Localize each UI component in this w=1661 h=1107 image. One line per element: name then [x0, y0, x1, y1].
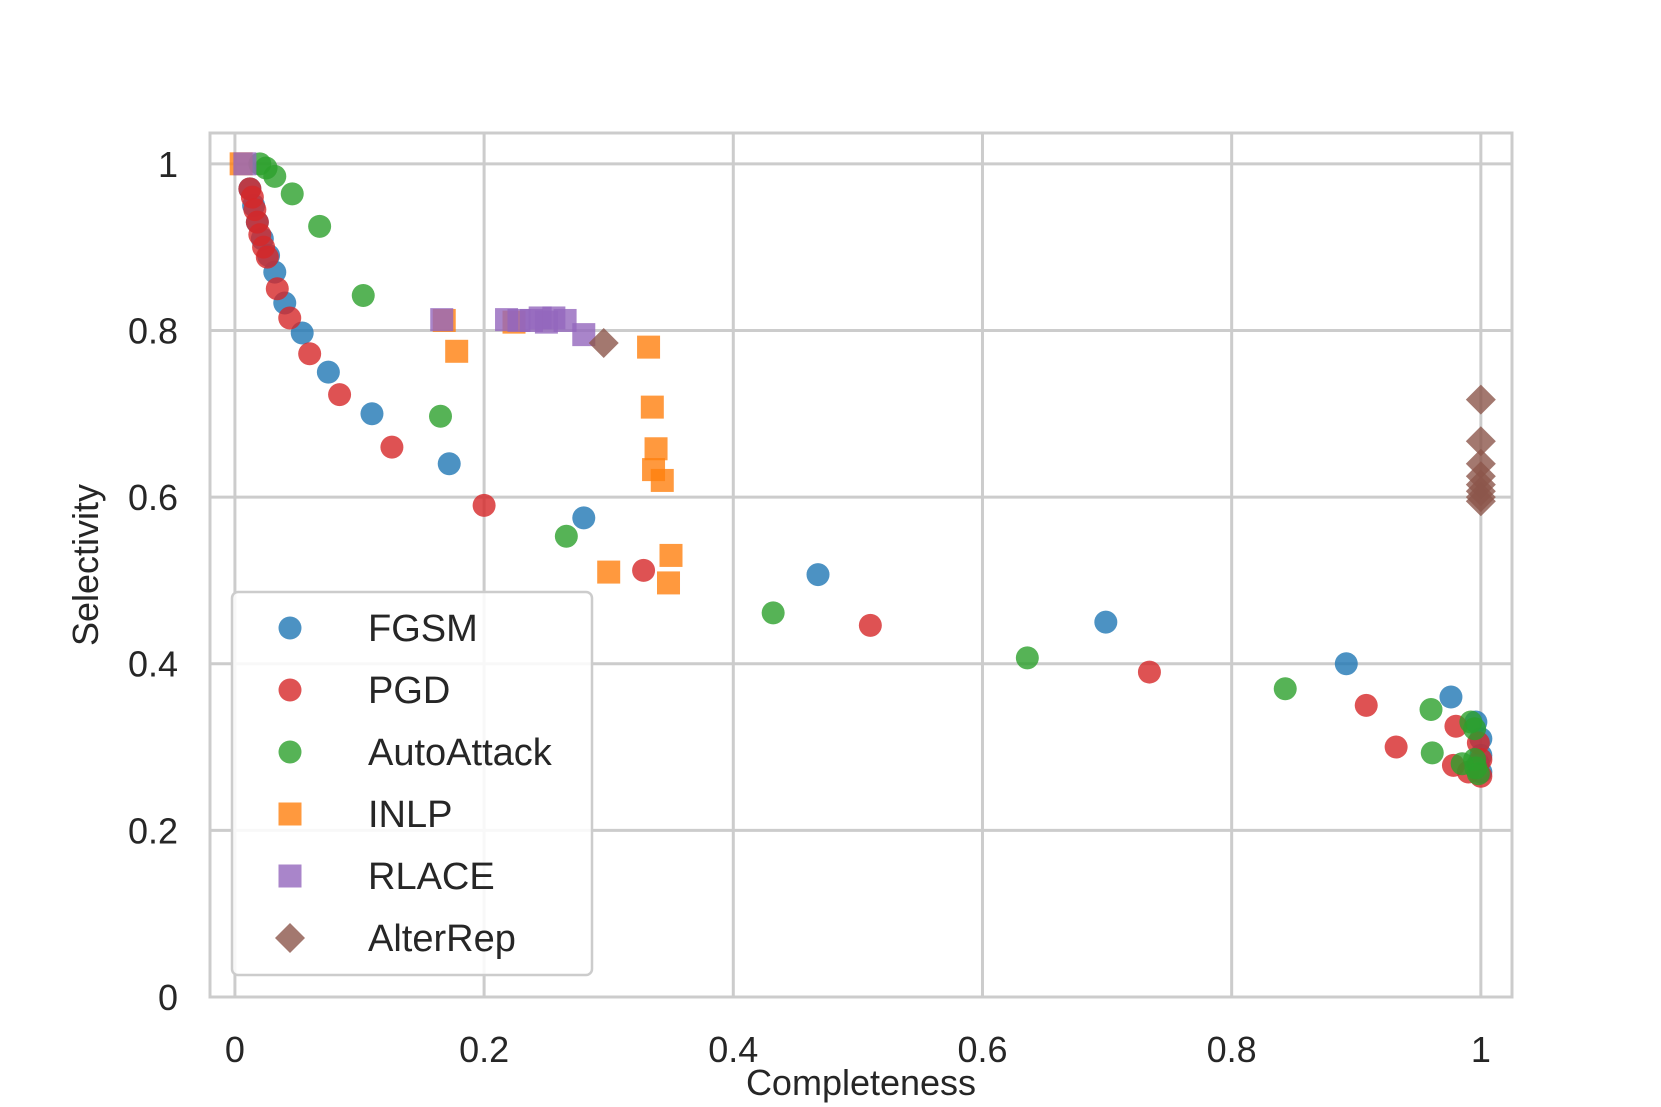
legend-item-rlace: RLACE	[278, 856, 495, 898]
point-autoattack	[351, 283, 375, 307]
point-inlp	[640, 395, 664, 419]
legend-marker-fgsm	[278, 616, 302, 640]
legend-item-fgsm: FGSM	[278, 608, 478, 650]
point-pgd	[278, 306, 302, 330]
point-pgd	[1354, 693, 1378, 717]
point-inlp	[659, 543, 683, 567]
point-alterrep	[1465, 486, 1496, 517]
legend-label: PGD	[368, 670, 450, 712]
point-autoattack	[1015, 646, 1039, 670]
point-autoattack	[1419, 698, 1443, 722]
point-rlace	[553, 308, 577, 332]
point-fgsm	[360, 402, 384, 426]
point-inlp	[657, 571, 681, 595]
point-pgd	[858, 613, 882, 637]
legend-marker-inlp	[278, 802, 302, 826]
legend-marker-autoattack	[278, 740, 302, 764]
legend-label: FGSM	[368, 608, 478, 650]
legend-item-alterrep: AlterRep	[275, 918, 516, 960]
point-autoattack	[761, 601, 785, 625]
y-tick-label: 0.6	[128, 477, 178, 518]
legend-item-pgd: PGD	[278, 670, 450, 712]
point-pgd	[265, 277, 289, 301]
point-fgsm	[316, 360, 340, 384]
legend: FGSM PGD AutoAttack INLP RLACE AlterRep	[230, 590, 594, 977]
x-tick-label: 1	[1471, 1029, 1491, 1070]
legend-item-autoattack: AutoAttack	[278, 732, 553, 774]
point-fgsm	[572, 506, 596, 530]
legend-label: INLP	[368, 794, 452, 836]
legend-label: AutoAttack	[368, 732, 553, 774]
y-tick-label: 0	[158, 977, 178, 1018]
point-pgd	[632, 558, 656, 582]
series-rlace	[233, 152, 596, 347]
series-autoattack	[248, 152, 1490, 786]
point-fgsm	[437, 452, 461, 476]
point-inlp	[597, 560, 621, 584]
point-inlp	[644, 437, 668, 461]
legend-marker-rlace	[278, 864, 302, 888]
point-fgsm	[1334, 652, 1358, 676]
point-autoattack	[1463, 717, 1487, 741]
point-pgd	[1137, 660, 1161, 684]
y-axis-label: Selectivity	[65, 484, 106, 646]
point-autoattack	[1273, 677, 1297, 701]
point-alterrep	[588, 327, 619, 358]
point-pgd	[298, 342, 322, 366]
y-tick-label: 1	[158, 144, 178, 185]
point-autoattack	[1420, 741, 1444, 765]
x-tick-label: 0	[225, 1029, 245, 1070]
point-alterrep	[1465, 426, 1496, 457]
point-autoattack	[554, 524, 578, 548]
legend-box	[230, 590, 594, 977]
point-rlace	[233, 152, 257, 176]
x-tick-label: 0.2	[459, 1029, 509, 1070]
x-tick-label: 0.8	[1207, 1029, 1257, 1070]
point-autoattack	[1463, 748, 1487, 772]
point-rlace	[430, 308, 454, 332]
point-pgd	[380, 435, 404, 459]
point-autoattack	[280, 182, 304, 206]
point-autoattack	[263, 164, 287, 188]
point-pgd	[1384, 735, 1408, 759]
tick-labels: 0 0.2 0.4 0.6 0.8 1 0 0.2 0.4 0.6 0.8 1	[128, 144, 1491, 1070]
point-fgsm	[1439, 685, 1463, 709]
point-autoattack	[308, 214, 332, 238]
point-pgd	[328, 383, 352, 407]
point-inlp	[445, 339, 469, 363]
point-inlp	[637, 335, 661, 359]
point-fgsm	[806, 563, 830, 587]
x-axis-label: Completeness	[746, 1062, 976, 1103]
point-pgd	[255, 245, 279, 269]
legend-label: RLACE	[368, 856, 495, 898]
x-tick-label: 0.6	[957, 1029, 1007, 1070]
point-autoattack	[428, 404, 452, 428]
legend-marker-alterrep	[275, 923, 305, 953]
y-tick-label: 0.8	[128, 310, 178, 351]
x-tick-label: 0.4	[708, 1029, 758, 1070]
y-tick-label: 0.2	[128, 810, 178, 851]
plot-frame	[208, 131, 1514, 999]
y-tick-label: 0.4	[128, 644, 178, 685]
legend-label: AlterRep	[368, 918, 516, 960]
point-rlace	[572, 323, 596, 347]
point-alterrep	[1465, 384, 1496, 415]
point-pgd	[472, 493, 496, 517]
legend-marker-pgd	[278, 678, 302, 702]
series-alterrep	[588, 327, 1496, 517]
legend-item-inlp: INLP	[278, 794, 452, 836]
point-inlp	[650, 468, 674, 492]
point-fgsm	[1094, 610, 1118, 634]
data-points	[229, 152, 1496, 788]
